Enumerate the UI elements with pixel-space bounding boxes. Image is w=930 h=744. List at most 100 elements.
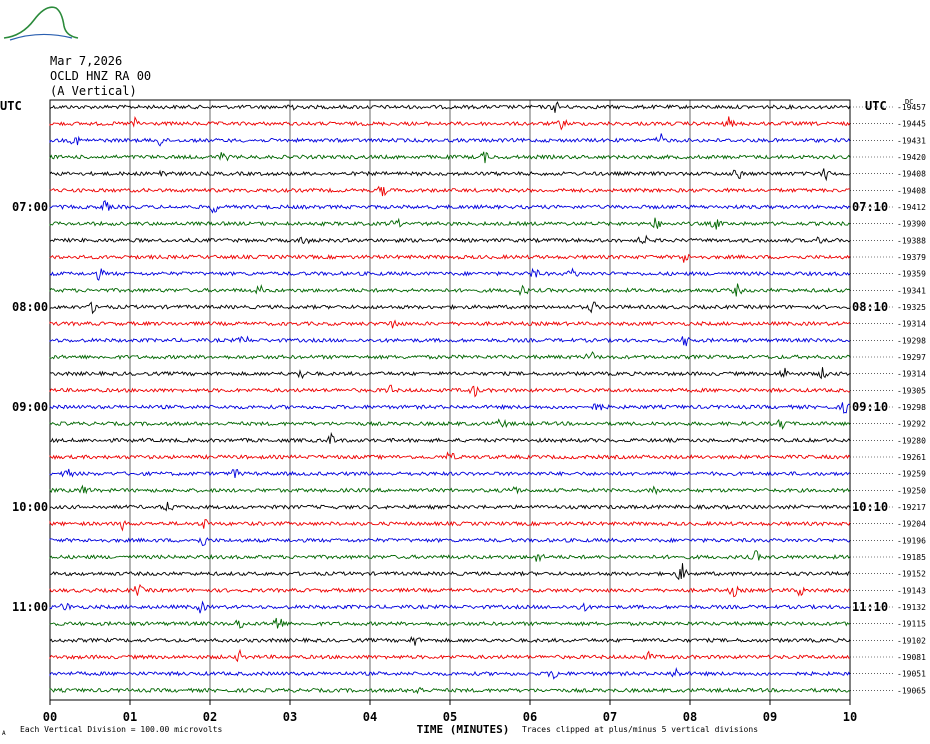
dc-offset-label: -19408 (897, 170, 926, 179)
seismic-trace (49, 667, 851, 680)
seismic-trace (49, 101, 851, 113)
right-time-label: 11:10 (852, 600, 888, 614)
seismic-trace (49, 451, 851, 461)
x-tick-label: 02 (203, 710, 217, 724)
dc-offset-label: -19132 (897, 603, 926, 612)
seismic-trace (49, 600, 851, 614)
x-tick-label: 08 (683, 710, 697, 724)
seismic-trace (49, 537, 851, 547)
seismic-trace (49, 550, 851, 563)
dc-offset-label: -19420 (897, 153, 926, 162)
seismic-trace (49, 617, 851, 629)
seismic-trace (49, 335, 851, 347)
dc-offset-label: -19298 (897, 403, 926, 412)
header-scaling: (A Vertical) (50, 84, 137, 98)
seismic-trace (49, 200, 851, 214)
footer-clipping-note: Traces clipped at plus/minus 5 vertical … (522, 725, 758, 734)
x-axis-title: TIME (MINUTES) (417, 723, 510, 736)
offset-header: DC (905, 98, 913, 106)
dc-offset-label: -19297 (897, 353, 926, 362)
seismic-trace (49, 635, 851, 646)
seismic-trace (49, 168, 851, 182)
footer-vertical-division: Each Vertical Division = 100.00 microvol… (20, 725, 222, 734)
logo-mountain (3, 6, 79, 39)
seismic-trace (49, 402, 851, 414)
x-tick-label: 00 (43, 710, 57, 724)
dc-offset-label: -19204 (897, 520, 926, 529)
right-time-label: 07:10 (852, 200, 888, 214)
dc-offset-label: -19196 (897, 536, 926, 545)
dc-offset-label: -19359 (897, 270, 926, 279)
seismic-trace (49, 418, 851, 430)
seismic-trace (49, 468, 851, 478)
seismic-trace (49, 519, 851, 532)
x-tick-label: 10 (843, 710, 857, 724)
seismic-trace (49, 301, 851, 315)
dc-offset-label: -19259 (897, 470, 926, 479)
dc-offset-label: -19051 (897, 670, 926, 679)
x-tick-label: 09 (763, 710, 777, 724)
dc-offset-label: -19390 (897, 220, 926, 229)
seismic-trace (49, 686, 851, 695)
dc-offset-label: -19152 (897, 570, 926, 579)
x-tick-label: 05 (443, 710, 457, 724)
dc-offset-label: -19314 (897, 370, 926, 379)
dc-offset-label: -19445 (897, 120, 926, 129)
seismic-trace (49, 234, 851, 245)
x-tick-label: 04 (363, 710, 377, 724)
left-time-label: 11:00 (12, 600, 48, 614)
seismic-trace (49, 253, 851, 263)
right-time-label: 08:10 (852, 300, 888, 314)
seismic-trace (49, 484, 851, 496)
seismic-trace (49, 648, 851, 663)
dc-offset-label: -19298 (897, 336, 926, 345)
seismic-trace (49, 133, 851, 147)
dc-offset-label: -19314 (897, 320, 926, 329)
header-date: Mar 7,2026 (50, 54, 123, 68)
seismic-trace (49, 217, 851, 230)
footer-corner: A (2, 730, 6, 737)
left-axis-label: UTC (0, 99, 22, 113)
dc-offset-label: -19408 (897, 186, 926, 195)
dc-offset-label: -19143 (897, 586, 926, 595)
left-time-label: 08:00 (12, 300, 48, 314)
dc-offset-label: -19341 (897, 286, 926, 295)
seismic-trace (49, 151, 851, 164)
ofgc-logo (3, 6, 79, 41)
seismic-trace (49, 384, 851, 398)
dc-offset-label: -19412 (897, 203, 926, 212)
dc-offset-label: -19457 (897, 103, 926, 112)
header-station: OCLD HNZ RA 00 (50, 69, 152, 83)
dc-offset-label: -19431 (897, 136, 926, 145)
seismic-trace (49, 319, 851, 329)
dc-offset-label: -19217 (897, 503, 926, 512)
dc-offset-label: -19250 (897, 486, 926, 495)
seismic-trace (49, 563, 850, 581)
seismic-trace (49, 431, 851, 444)
right-axis-label: UTC (865, 99, 887, 113)
left-time-label: 10:00 (12, 500, 48, 514)
dc-offset-label: -19261 (897, 453, 926, 462)
dc-offset-label: -19292 (897, 420, 926, 429)
right-time-label: 09:10 (852, 400, 888, 414)
x-tick-label: 03 (283, 710, 297, 724)
x-tick-label: 01 (123, 710, 137, 724)
dc-offset-label: -19102 (897, 636, 926, 645)
dc-offset-label: -19065 (897, 686, 926, 695)
left-time-label: 09:00 (12, 400, 48, 414)
seismic-trace (49, 283, 851, 297)
dc-offset-label: -19325 (897, 303, 926, 312)
right-time-label: 10:10 (852, 500, 888, 514)
x-tick-label: 07 (603, 710, 617, 724)
dc-offset-label: -19379 (897, 253, 926, 262)
dc-offset-label: -19185 (897, 553, 926, 562)
seismic-trace (49, 185, 851, 197)
seismic-trace (49, 267, 851, 281)
x-tick-label: 06 (523, 710, 537, 724)
logo-swoosh (9, 33, 73, 41)
dc-offset-label: -19081 (897, 653, 926, 662)
dc-offset-label: -19388 (897, 236, 926, 245)
seismic-trace (49, 501, 851, 512)
seismic-trace (49, 351, 851, 361)
